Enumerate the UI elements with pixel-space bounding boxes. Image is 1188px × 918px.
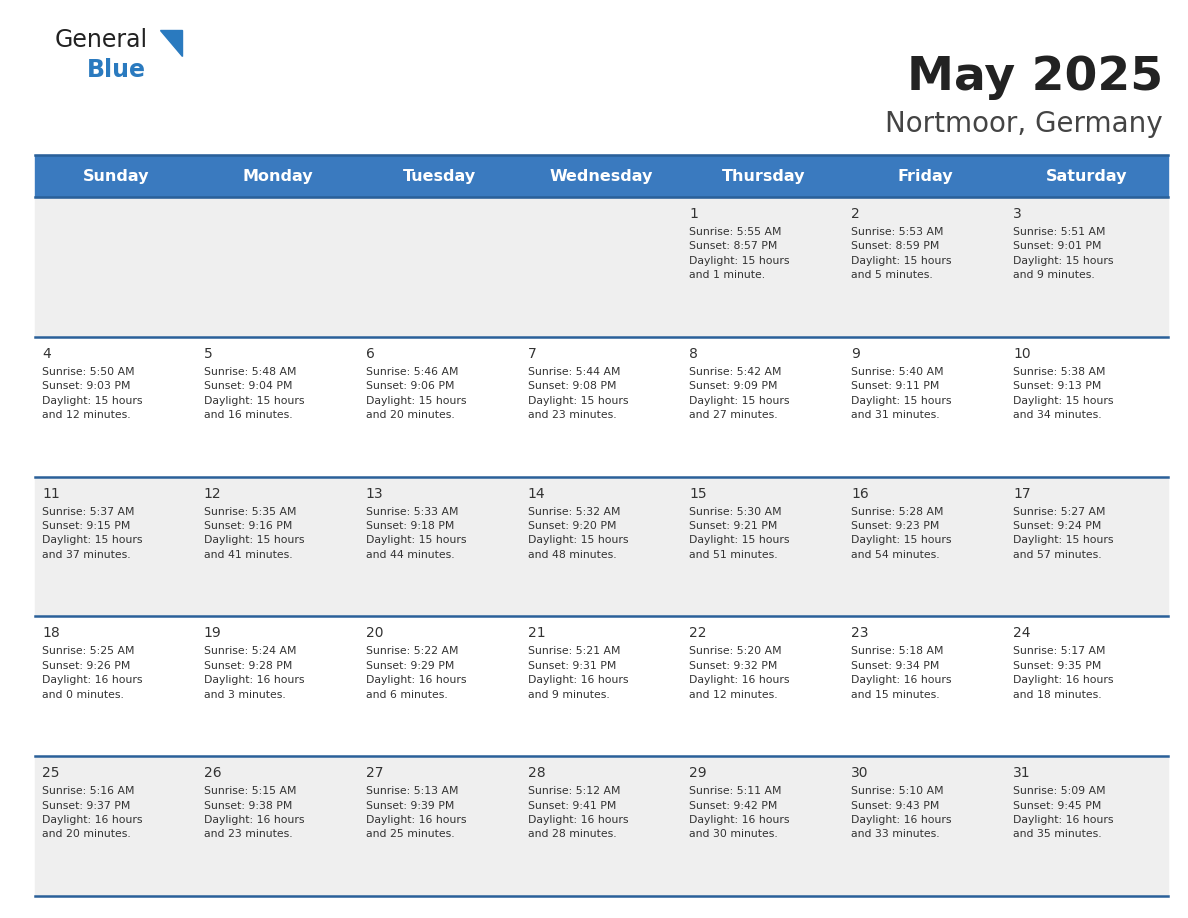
Text: 9: 9 — [852, 347, 860, 361]
Text: Blue: Blue — [87, 58, 146, 82]
Text: Sunrise: 5:38 AM
Sunset: 9:13 PM
Daylight: 15 hours
and 34 minutes.: Sunrise: 5:38 AM Sunset: 9:13 PM Dayligh… — [1013, 367, 1113, 420]
Text: 30: 30 — [852, 767, 868, 780]
Text: 7: 7 — [527, 347, 536, 361]
Text: 16: 16 — [852, 487, 870, 500]
Text: Sunrise: 5:28 AM
Sunset: 9:23 PM
Daylight: 15 hours
and 54 minutes.: Sunrise: 5:28 AM Sunset: 9:23 PM Dayligh… — [852, 507, 952, 560]
Text: Thursday: Thursday — [721, 169, 805, 184]
Text: Monday: Monday — [242, 169, 314, 184]
Text: 29: 29 — [689, 767, 707, 780]
Text: 2: 2 — [852, 207, 860, 221]
Text: Sunrise: 5:53 AM
Sunset: 8:59 PM
Daylight: 15 hours
and 5 minutes.: Sunrise: 5:53 AM Sunset: 8:59 PM Dayligh… — [852, 227, 952, 280]
Text: 31: 31 — [1013, 767, 1031, 780]
Text: Sunrise: 5:30 AM
Sunset: 9:21 PM
Daylight: 15 hours
and 51 minutes.: Sunrise: 5:30 AM Sunset: 9:21 PM Dayligh… — [689, 507, 790, 560]
Text: Sunrise: 5:44 AM
Sunset: 9:08 PM
Daylight: 15 hours
and 23 minutes.: Sunrise: 5:44 AM Sunset: 9:08 PM Dayligh… — [527, 367, 628, 420]
Text: Sunrise: 5:22 AM
Sunset: 9:29 PM
Daylight: 16 hours
and 6 minutes.: Sunrise: 5:22 AM Sunset: 9:29 PM Dayligh… — [366, 646, 466, 700]
Text: Sunrise: 5:37 AM
Sunset: 9:15 PM
Daylight: 15 hours
and 37 minutes.: Sunrise: 5:37 AM Sunset: 9:15 PM Dayligh… — [42, 507, 143, 560]
Text: 4: 4 — [42, 347, 51, 361]
Text: 5: 5 — [204, 347, 213, 361]
Text: General: General — [55, 28, 148, 52]
Text: Sunrise: 5:15 AM
Sunset: 9:38 PM
Daylight: 16 hours
and 23 minutes.: Sunrise: 5:15 AM Sunset: 9:38 PM Dayligh… — [204, 786, 304, 839]
Text: Sunrise: 5:11 AM
Sunset: 9:42 PM
Daylight: 16 hours
and 30 minutes.: Sunrise: 5:11 AM Sunset: 9:42 PM Dayligh… — [689, 786, 790, 839]
Text: Sunrise: 5:42 AM
Sunset: 9:09 PM
Daylight: 15 hours
and 27 minutes.: Sunrise: 5:42 AM Sunset: 9:09 PM Dayligh… — [689, 367, 790, 420]
Text: Sunrise: 5:21 AM
Sunset: 9:31 PM
Daylight: 16 hours
and 9 minutes.: Sunrise: 5:21 AM Sunset: 9:31 PM Dayligh… — [527, 646, 628, 700]
Text: 25: 25 — [42, 767, 59, 780]
Text: Sunrise: 5:16 AM
Sunset: 9:37 PM
Daylight: 16 hours
and 20 minutes.: Sunrise: 5:16 AM Sunset: 9:37 PM Dayligh… — [42, 786, 143, 839]
Text: 21: 21 — [527, 626, 545, 641]
Text: 23: 23 — [852, 626, 868, 641]
Text: Sunrise: 5:10 AM
Sunset: 9:43 PM
Daylight: 16 hours
and 33 minutes.: Sunrise: 5:10 AM Sunset: 9:43 PM Dayligh… — [852, 786, 952, 839]
Polygon shape — [160, 30, 182, 56]
Text: Sunday: Sunday — [83, 169, 150, 184]
Text: Sunrise: 5:48 AM
Sunset: 9:04 PM
Daylight: 15 hours
and 16 minutes.: Sunrise: 5:48 AM Sunset: 9:04 PM Dayligh… — [204, 367, 304, 420]
Text: May 2025: May 2025 — [906, 55, 1163, 100]
Text: Sunrise: 5:17 AM
Sunset: 9:35 PM
Daylight: 16 hours
and 18 minutes.: Sunrise: 5:17 AM Sunset: 9:35 PM Dayligh… — [1013, 646, 1113, 700]
Text: 24: 24 — [1013, 626, 1031, 641]
Text: 13: 13 — [366, 487, 384, 500]
Text: 11: 11 — [42, 487, 59, 500]
Text: Sunrise: 5:40 AM
Sunset: 9:11 PM
Daylight: 15 hours
and 31 minutes.: Sunrise: 5:40 AM Sunset: 9:11 PM Dayligh… — [852, 367, 952, 420]
Text: Saturday: Saturday — [1047, 169, 1127, 184]
Text: 17: 17 — [1013, 487, 1031, 500]
Text: Sunrise: 5:33 AM
Sunset: 9:18 PM
Daylight: 15 hours
and 44 minutes.: Sunrise: 5:33 AM Sunset: 9:18 PM Dayligh… — [366, 507, 466, 560]
Text: Sunrise: 5:32 AM
Sunset: 9:20 PM
Daylight: 15 hours
and 48 minutes.: Sunrise: 5:32 AM Sunset: 9:20 PM Dayligh… — [527, 507, 628, 560]
Text: 27: 27 — [366, 767, 384, 780]
Text: 28: 28 — [527, 767, 545, 780]
Bar — [34, 616, 1168, 756]
Text: 20: 20 — [366, 626, 384, 641]
Bar — [34, 476, 1168, 616]
Text: 26: 26 — [204, 767, 221, 780]
Text: Sunrise: 5:35 AM
Sunset: 9:16 PM
Daylight: 15 hours
and 41 minutes.: Sunrise: 5:35 AM Sunset: 9:16 PM Dayligh… — [204, 507, 304, 560]
Text: Sunrise: 5:13 AM
Sunset: 9:39 PM
Daylight: 16 hours
and 25 minutes.: Sunrise: 5:13 AM Sunset: 9:39 PM Dayligh… — [366, 786, 466, 839]
Text: Tuesday: Tuesday — [403, 169, 476, 184]
Bar — [34, 756, 1168, 896]
Text: Sunrise: 5:18 AM
Sunset: 9:34 PM
Daylight: 16 hours
and 15 minutes.: Sunrise: 5:18 AM Sunset: 9:34 PM Dayligh… — [852, 646, 952, 700]
Text: Wednesday: Wednesday — [550, 169, 653, 184]
Bar — [34, 337, 1168, 476]
Text: Sunrise: 5:51 AM
Sunset: 9:01 PM
Daylight: 15 hours
and 9 minutes.: Sunrise: 5:51 AM Sunset: 9:01 PM Dayligh… — [1013, 227, 1113, 280]
Text: Sunrise: 5:27 AM
Sunset: 9:24 PM
Daylight: 15 hours
and 57 minutes.: Sunrise: 5:27 AM Sunset: 9:24 PM Dayligh… — [1013, 507, 1113, 560]
Text: Sunrise: 5:24 AM
Sunset: 9:28 PM
Daylight: 16 hours
and 3 minutes.: Sunrise: 5:24 AM Sunset: 9:28 PM Dayligh… — [204, 646, 304, 700]
Bar — [34, 197, 1168, 337]
Text: 10: 10 — [1013, 347, 1031, 361]
Text: 1: 1 — [689, 207, 699, 221]
Text: 3: 3 — [1013, 207, 1022, 221]
Text: Sunrise: 5:12 AM
Sunset: 9:41 PM
Daylight: 16 hours
and 28 minutes.: Sunrise: 5:12 AM Sunset: 9:41 PM Dayligh… — [527, 786, 628, 839]
Text: 6: 6 — [366, 347, 374, 361]
Text: 12: 12 — [204, 487, 221, 500]
Text: Sunrise: 5:20 AM
Sunset: 9:32 PM
Daylight: 16 hours
and 12 minutes.: Sunrise: 5:20 AM Sunset: 9:32 PM Dayligh… — [689, 646, 790, 700]
Text: Sunrise: 5:09 AM
Sunset: 9:45 PM
Daylight: 16 hours
and 35 minutes.: Sunrise: 5:09 AM Sunset: 9:45 PM Dayligh… — [1013, 786, 1113, 839]
Text: 22: 22 — [689, 626, 707, 641]
Text: Sunrise: 5:55 AM
Sunset: 8:57 PM
Daylight: 15 hours
and 1 minute.: Sunrise: 5:55 AM Sunset: 8:57 PM Dayligh… — [689, 227, 790, 280]
Text: 19: 19 — [204, 626, 222, 641]
Text: Sunrise: 5:25 AM
Sunset: 9:26 PM
Daylight: 16 hours
and 0 minutes.: Sunrise: 5:25 AM Sunset: 9:26 PM Dayligh… — [42, 646, 143, 700]
Text: Sunrise: 5:50 AM
Sunset: 9:03 PM
Daylight: 15 hours
and 12 minutes.: Sunrise: 5:50 AM Sunset: 9:03 PM Dayligh… — [42, 367, 143, 420]
Text: Nortmoor, Germany: Nortmoor, Germany — [885, 110, 1163, 138]
Text: 8: 8 — [689, 347, 699, 361]
Text: 15: 15 — [689, 487, 707, 500]
Text: Friday: Friday — [897, 169, 953, 184]
Text: 14: 14 — [527, 487, 545, 500]
Text: 18: 18 — [42, 626, 59, 641]
Text: Sunrise: 5:46 AM
Sunset: 9:06 PM
Daylight: 15 hours
and 20 minutes.: Sunrise: 5:46 AM Sunset: 9:06 PM Dayligh… — [366, 367, 466, 420]
Bar — [34, 155, 1168, 197]
